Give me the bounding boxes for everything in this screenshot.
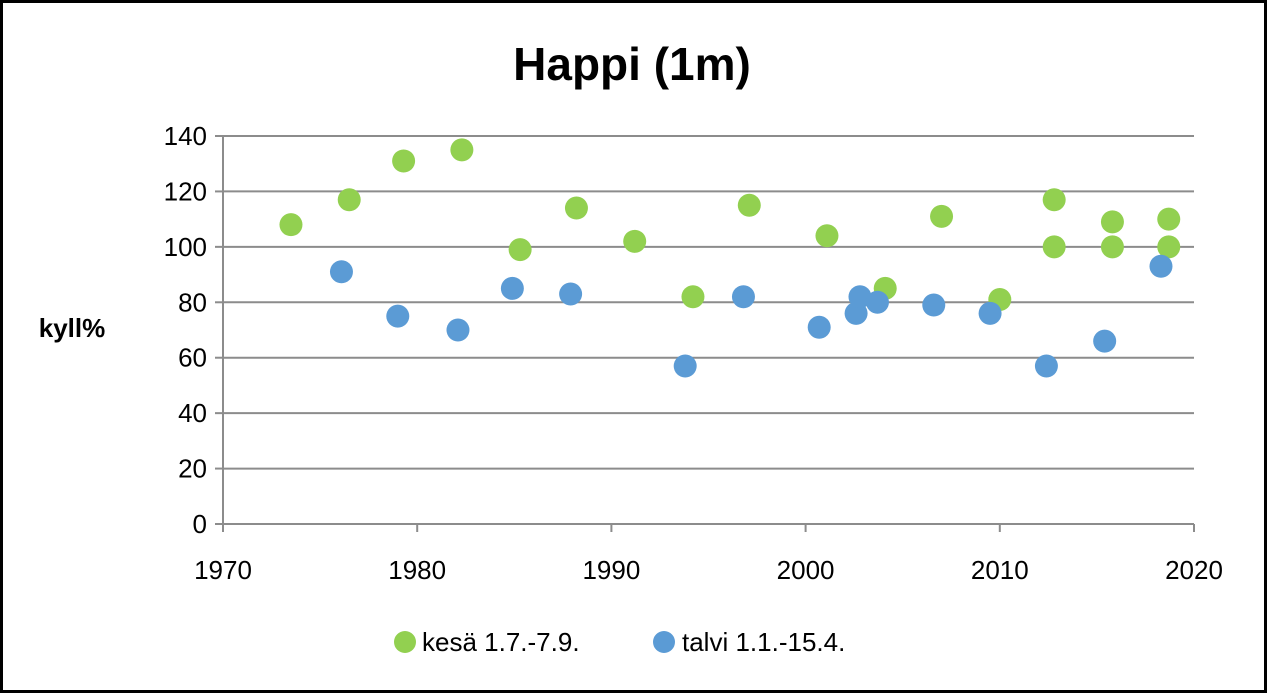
axes — [222, 136, 1194, 525]
point-kesa-4 — [508, 238, 532, 262]
point-talvi-4 — [559, 282, 583, 306]
y-tick-label-120: 120 — [164, 176, 207, 206]
y-tick-label-60: 60 — [178, 343, 207, 373]
point-talvi-11 — [922, 293, 946, 317]
x-tick-label-1980: 1980 — [388, 555, 446, 585]
point-kesa-7 — [681, 285, 705, 309]
point-talvi-1 — [386, 304, 410, 328]
point-kesa-15 — [1100, 235, 1124, 259]
point-kesa-9 — [815, 224, 839, 248]
point-kesa-0 — [279, 213, 303, 237]
y-axis-label: kyll% — [39, 313, 106, 343]
x-tick-label-1990: 1990 — [582, 555, 640, 585]
point-talvi-2 — [446, 318, 470, 342]
point-talvi-0 — [329, 260, 353, 284]
point-kesa-3 — [450, 138, 474, 162]
y-tick-label-20: 20 — [178, 454, 207, 484]
point-kesa-13 — [1042, 235, 1066, 259]
point-kesa-6 — [623, 229, 647, 253]
y-tick-label-0: 0 — [193, 509, 207, 539]
point-kesa-16 — [1100, 210, 1124, 234]
x-tick-labels: 1970 1980 1990 2000 2010 2020 — [194, 524, 1223, 585]
legend-label-talvi: talvi 1.1.-15.4. — [682, 627, 845, 657]
x-tick-label-2010: 2010 — [971, 555, 1029, 585]
point-talvi-13 — [1034, 354, 1058, 378]
point-kesa-1 — [337, 188, 361, 212]
point-talvi-9 — [848, 285, 872, 309]
x-tick-label-1970: 1970 — [194, 555, 252, 585]
legend-label-kesa: kesä 1.7.-7.9. — [422, 627, 580, 657]
y-tick-label-100: 100 — [164, 232, 207, 262]
x-tick-label-2000: 2000 — [777, 555, 835, 585]
data-points — [279, 138, 1181, 378]
y-tick-labels: 0 20 40 60 80 100 120 140 — [164, 121, 223, 539]
legend: kesä 1.7.-7.9. talvi 1.1.-15.4. — [394, 627, 845, 657]
legend-marker-talvi — [653, 631, 675, 653]
point-kesa-8 — [737, 193, 761, 217]
y-tick-label-80: 80 — [178, 287, 207, 317]
point-talvi-5 — [673, 354, 697, 378]
x-tick-label-2020: 2020 — [1165, 555, 1223, 585]
point-kesa-11 — [930, 204, 954, 228]
point-kesa-2 — [392, 149, 416, 173]
point-talvi-10 — [865, 290, 889, 314]
point-talvi-7 — [807, 315, 831, 339]
gridlines — [223, 135, 1194, 470]
point-talvi-12 — [978, 301, 1002, 325]
point-talvi-14 — [1093, 329, 1117, 353]
y-tick-label-140: 140 — [164, 121, 207, 151]
point-kesa-17 — [1157, 235, 1181, 259]
legend-marker-kesa — [394, 631, 416, 653]
point-talvi-15 — [1149, 254, 1173, 278]
y-tick-label-40: 40 — [178, 398, 207, 428]
point-kesa-18 — [1157, 207, 1181, 231]
chart-title: Happi (1m) — [513, 38, 751, 90]
point-talvi-6 — [731, 285, 755, 309]
point-kesa-5 — [564, 196, 588, 220]
point-talvi-3 — [500, 276, 524, 300]
point-kesa-14 — [1042, 188, 1066, 212]
